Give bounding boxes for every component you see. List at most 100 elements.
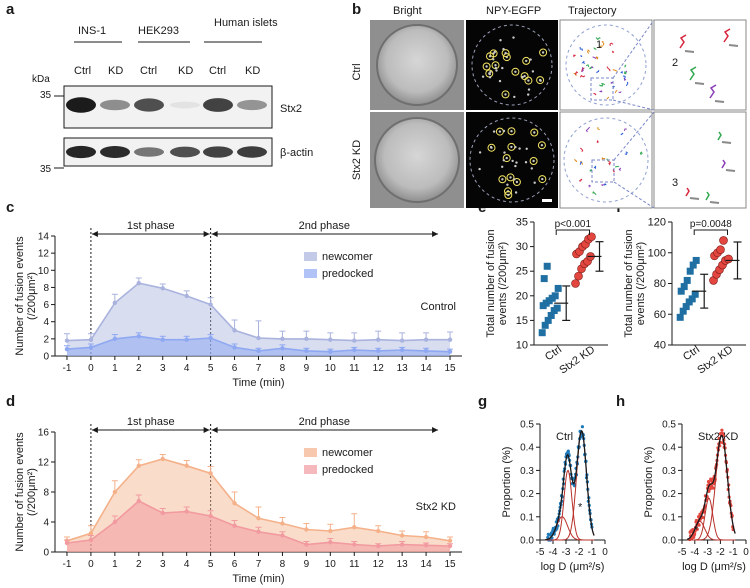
point-predocked bbox=[328, 349, 333, 354]
point-predocked bbox=[352, 542, 357, 547]
significance-bracket bbox=[555, 229, 590, 235]
point-predocked bbox=[232, 523, 237, 528]
x-tick-label: 14 bbox=[421, 559, 433, 570]
x-tick-label: 7 bbox=[256, 559, 262, 570]
x-tick-label: 0 bbox=[743, 547, 749, 558]
track bbox=[595, 56, 599, 60]
npy-ctrl-image bbox=[466, 20, 558, 110]
granule-marker bbox=[524, 76, 533, 85]
point-predocked bbox=[88, 345, 94, 350]
point-predocked bbox=[232, 345, 237, 350]
track bbox=[625, 81, 629, 87]
trajectory-kd-image bbox=[559, 111, 653, 209]
granule-marker bbox=[511, 67, 520, 76]
y-tick-label: 15 bbox=[516, 315, 528, 327]
kda-label: kDa bbox=[32, 74, 50, 85]
zoom-track bbox=[679, 34, 687, 49]
track bbox=[610, 81, 614, 84]
track bbox=[606, 66, 611, 72]
col-title-npy: NPY-EGFP bbox=[486, 5, 541, 17]
granule-dot bbox=[514, 191, 518, 194]
granule-dot bbox=[525, 147, 528, 150]
point-newcomer bbox=[352, 525, 357, 530]
x-tick-label: 9 bbox=[304, 363, 310, 374]
point-predocked bbox=[447, 543, 453, 549]
granule-dot bbox=[504, 51, 507, 55]
granule-dot bbox=[531, 70, 535, 73]
track bbox=[608, 160, 611, 166]
track bbox=[596, 139, 599, 144]
trajectory-kd-outline bbox=[563, 117, 649, 203]
x-tick-label: -1 bbox=[63, 559, 72, 570]
point-Ctrl bbox=[679, 307, 687, 315]
fit-curve bbox=[686, 434, 736, 541]
x-tick-label: 11 bbox=[349, 363, 360, 374]
granule-dot bbox=[513, 95, 516, 99]
x-tick-label: 5 bbox=[208, 363, 214, 374]
y-tick-label: 4 bbox=[43, 317, 49, 328]
zoom-box-kd bbox=[591, 159, 615, 183]
granule-marker bbox=[522, 56, 531, 65]
granule-dot bbox=[489, 145, 493, 149]
chart-annotation: Ctrl bbox=[556, 431, 573, 443]
track bbox=[639, 151, 643, 156]
track bbox=[623, 128, 627, 131]
point-predocked bbox=[423, 543, 429, 548]
zoom-arrow bbox=[684, 50, 695, 53]
granule-dot bbox=[514, 70, 517, 74]
y-tick-label: 14 bbox=[38, 232, 50, 243]
data-point bbox=[695, 527, 699, 531]
zoom-arrow bbox=[721, 141, 732, 144]
band-actin bbox=[170, 146, 200, 158]
legend-swatch-predocked bbox=[303, 269, 317, 278]
x-tick-label: 13 bbox=[397, 363, 409, 374]
point-predocked bbox=[304, 348, 309, 354]
point-predocked bbox=[136, 498, 141, 504]
col-title-trajectory: Trajectory bbox=[568, 5, 617, 17]
band-stx2 bbox=[170, 101, 200, 109]
panel-b-images: Bright NPY-EGFP Trajectory Ctrl Stx2 KD … bbox=[351, 5, 747, 209]
zoom-arrow bbox=[714, 100, 725, 103]
group-label-hek293: HEK293 bbox=[138, 25, 179, 37]
y-tick-label: 4 bbox=[43, 518, 49, 529]
track bbox=[599, 84, 604, 87]
track bbox=[614, 165, 620, 168]
point-newcomer bbox=[328, 528, 333, 534]
y-axis-label: Proportion (%) bbox=[643, 447, 655, 518]
x-tick-label: -2 bbox=[575, 547, 584, 558]
granule-dot bbox=[510, 130, 513, 133]
track bbox=[585, 126, 590, 133]
x-tick-label: 2 bbox=[136, 559, 142, 570]
y-tick-label: 0.0 bbox=[662, 536, 676, 547]
x-tick-label: -4 bbox=[690, 547, 699, 558]
point-Stx2 KD bbox=[587, 232, 596, 242]
point-newcomer bbox=[232, 501, 237, 506]
row-label-ctrl: Ctrl bbox=[351, 63, 363, 80]
phase2-label: 2nd phase bbox=[299, 416, 350, 428]
npy-kd-granules bbox=[478, 127, 547, 199]
point-newcomer bbox=[304, 527, 309, 532]
point-predocked bbox=[160, 337, 165, 342]
x-tick-label: 8 bbox=[280, 363, 286, 374]
granule-dot bbox=[499, 39, 502, 42]
track bbox=[624, 64, 627, 68]
track bbox=[575, 71, 579, 75]
x-category-label: Ctrl bbox=[681, 344, 702, 364]
x-category-label: Ctrl bbox=[543, 344, 564, 364]
marker-top: 35 bbox=[40, 90, 52, 101]
track bbox=[580, 160, 583, 165]
blot-stx2-bands bbox=[66, 97, 267, 113]
x-tick-label: -5 bbox=[536, 547, 545, 558]
track bbox=[624, 151, 628, 156]
x-tick-label: 9 bbox=[304, 559, 310, 570]
granule-dot bbox=[527, 93, 530, 96]
track bbox=[581, 67, 584, 73]
granule-dot bbox=[541, 177, 544, 181]
y-axis-label-unit: events (/200μm²) bbox=[497, 242, 509, 325]
zoom-line bbox=[612, 19, 655, 79]
x-tick-label: 1 bbox=[112, 363, 118, 374]
chart-annotation: Stx2 KD bbox=[416, 501, 456, 513]
point-predocked bbox=[352, 347, 357, 353]
phase1-label: 1st phase bbox=[127, 220, 175, 232]
x-tick-label: 3 bbox=[160, 363, 166, 374]
